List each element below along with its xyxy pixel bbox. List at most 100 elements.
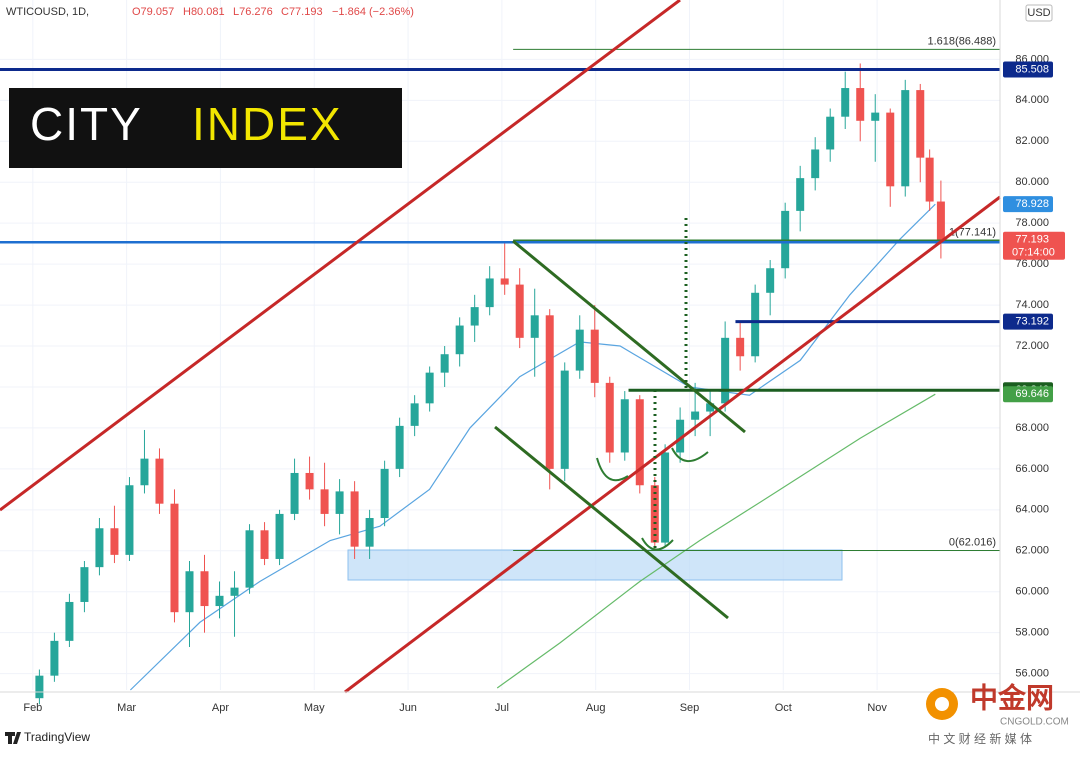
candle-body [275,513,284,559]
candle-body [901,90,910,187]
price-tag-label: 85.508 [1015,63,1049,75]
price-tag [1003,61,1053,78]
candle-body [916,90,925,158]
candle-body [245,530,254,588]
fib-label: 0(62.016) [949,536,996,548]
candle-body [856,88,865,121]
candle-body [335,491,344,514]
ohlc-high: H80.081 [183,6,225,18]
trendline [494,425,729,620]
candle-body [155,458,164,504]
y-tick-label: 78.000 [1015,217,1049,229]
support-zone [347,549,843,581]
last-price-label: 77.193 [1015,234,1049,246]
y-tick-label: 64.000 [1015,504,1049,516]
candle-body [620,399,629,453]
ohlc-low: L76.276 [233,6,273,18]
candle-body [230,587,239,596]
x-tick-label: Jul [495,702,509,714]
drawings [0,0,1001,694]
candle-body [751,292,760,357]
y-tick-label: 76.000 [1015,258,1049,270]
candle-body [925,157,934,202]
candle-body [936,201,945,240]
candle-body [170,503,179,613]
currency: USD [1027,7,1050,19]
candle-body [410,403,419,426]
trendline [512,239,746,434]
candle-body [140,458,149,486]
price-tag-label: 69.646 [1015,388,1049,400]
y-tick-label: 56.000 [1015,668,1049,680]
logo-box [9,88,402,168]
y-tick-label: 84.000 [1015,94,1049,106]
header: WTICOUSD, 1D, O79.057 H80.081 L76.276 C7… [6,6,414,18]
candle-body [515,284,524,338]
y-tick-label: 62.000 [1015,545,1049,557]
logo-text: CITY [30,98,143,150]
fib-label: 1(77.141) [949,227,996,239]
fib-label: 1.618(86.488) [928,35,997,47]
candle-body [305,472,314,490]
watermark-site: CNGOLD.COM [1000,717,1069,728]
price-tag-label: 73.192 [1015,316,1049,328]
candle-body [886,112,895,187]
candle-body [110,528,119,555]
y-axis: 56.000 58.000 60.000 62.000 64.000 66.000 68.0… [23,53,1065,714]
pattern-arc [671,447,709,462]
candle-body [215,595,224,607]
candle-body [500,278,509,285]
candle-body [530,315,539,338]
candle-body [125,485,134,555]
x-tick-label: Feb [23,702,42,714]
channel-lower [344,195,1001,694]
footer-bar [0,724,1080,755]
watermark-tagline: 中 文 财 经 新 媒 体 [928,731,1032,746]
countdown: 07:14:00 [1012,247,1055,259]
candle-body [560,370,569,469]
watermark-icon [935,697,949,711]
y-tick-label: 66.000 [1015,463,1049,475]
candle-body [470,307,479,326]
price-tag [1003,313,1053,330]
candle-body [721,337,730,404]
platform: TradingView [24,730,90,744]
candle-body [50,640,59,676]
symbol: WTICOUSD, 1D, [6,6,89,18]
y-tick-label: 74.000 [1015,299,1049,311]
candle-body [736,337,745,357]
candle-body [425,372,434,404]
candle-body [65,601,74,641]
candle-body [841,88,850,117]
candle-body [185,571,194,613]
candle-body [811,149,820,179]
watermark: 中金网 CNGOLD.COM 中 文 财 经 新 媒 体 [926,681,1069,746]
y-tick-label: 82.000 [1015,135,1049,147]
candle-body [350,491,359,547]
candle-body [455,325,464,355]
x-tick-label: Oct [775,702,792,714]
change: −1.864 (−2.36%) [332,6,414,18]
candle-body [485,278,494,308]
y-tick-label: 58.000 [1015,627,1049,639]
candle-body [80,567,89,602]
y-tick-label: 68.000 [1015,422,1049,434]
candle-body [395,425,404,469]
pattern-arc [641,537,674,551]
y-tick-label: 72.000 [1015,340,1049,352]
candle-body [826,116,835,150]
tv-icon [5,732,21,744]
candle-body [290,472,299,514]
candle-body [605,382,614,453]
candle-body [440,354,449,373]
logo-text: INDEX [192,98,343,150]
candle-body [200,571,209,607]
candle-body [575,329,584,371]
candle-body [691,411,700,420]
x-tick-label: Apr [212,702,229,714]
candle-body [650,485,659,543]
candle-body [260,530,269,559]
candle-body [35,675,44,699]
ohlc-close: C77.193 [281,6,323,18]
